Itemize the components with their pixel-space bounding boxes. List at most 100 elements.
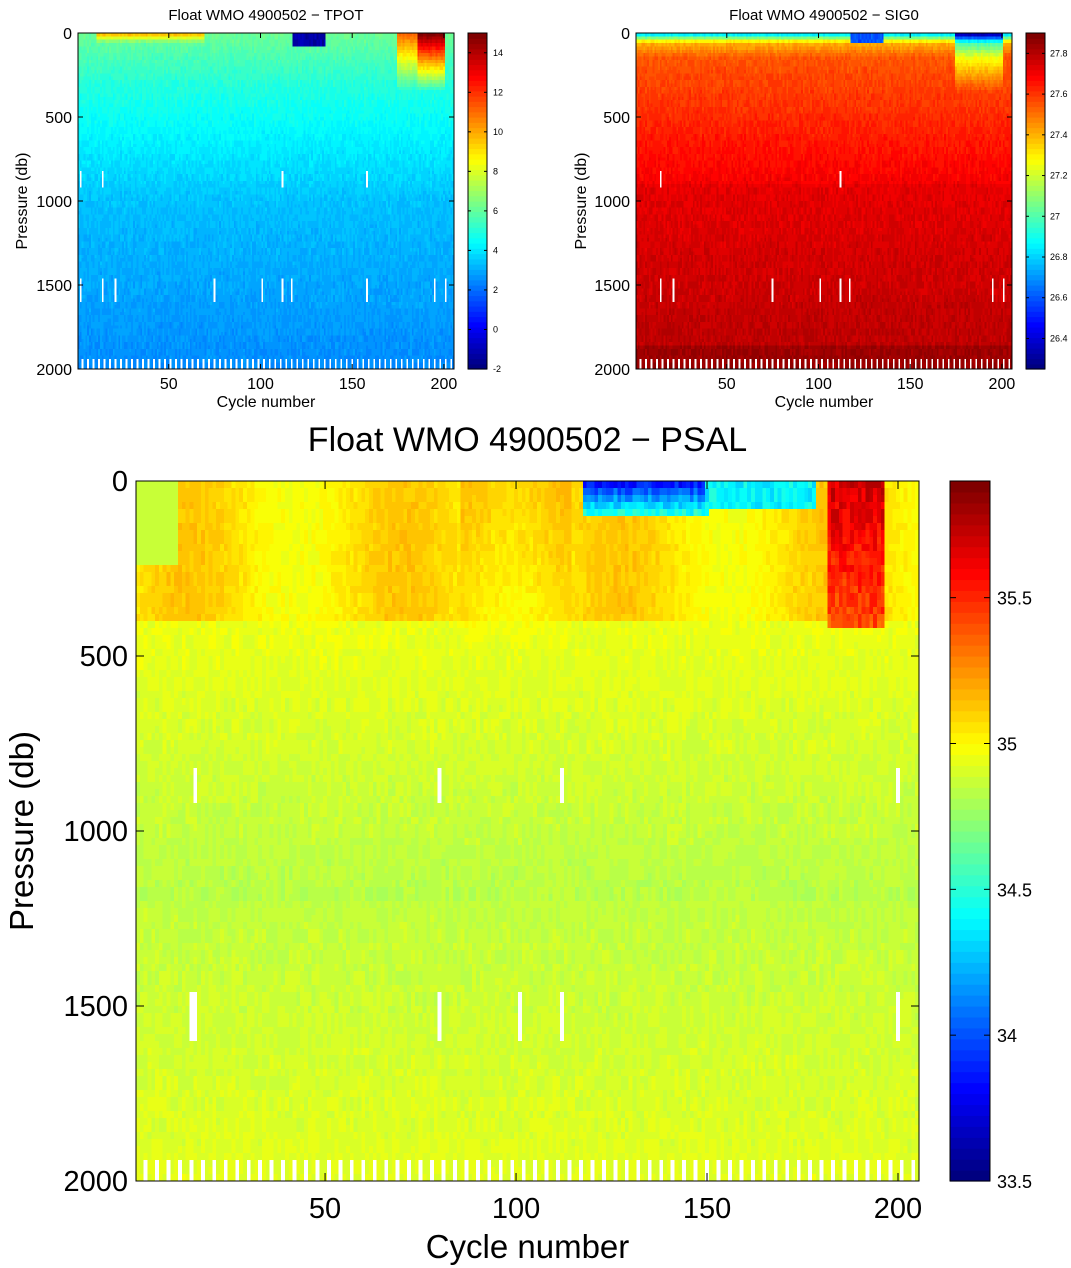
- colorbar-band: [1026, 300, 1045, 307]
- y-tick-label: 2000: [36, 362, 72, 379]
- colorbar-band: [1026, 64, 1045, 71]
- colorbar-tick-label: 27.2: [1050, 171, 1068, 181]
- colorbar-band: [950, 787, 990, 799]
- colorbar-tick-label: 26.6: [1050, 293, 1068, 303]
- colorbar-band: [1026, 306, 1045, 312]
- colorbar-band: [950, 557, 990, 570]
- colorbar-band: [468, 64, 487, 71]
- colorbar-band: [468, 190, 487, 197]
- colorbar-band: [950, 1115, 990, 1127]
- colorbar-band: [1026, 248, 1045, 255]
- colorbar-band: [950, 502, 990, 515]
- colorbar-band: [468, 59, 487, 66]
- colorbar-band: [1026, 222, 1045, 228]
- colorbar-tick-label: 27: [1050, 211, 1060, 221]
- colorbar-band: [950, 1170, 990, 1182]
- colorbar-band: [1026, 353, 1045, 360]
- colorbar-band: [1026, 274, 1045, 281]
- colorbar-band: [468, 216, 487, 223]
- colorbar-band: [1026, 138, 1045, 144]
- colorbar-band: [950, 907, 990, 920]
- colorbar-band: [950, 546, 990, 559]
- x-tick-label: 200: [431, 376, 458, 393]
- colorbar-band: [1026, 279, 1045, 286]
- colorbar-band: [468, 222, 487, 228]
- colorbar-band: [468, 332, 487, 339]
- colorbar-band: [468, 90, 487, 97]
- x-axis-label: Cycle number: [217, 394, 316, 411]
- colorbar-band: [468, 180, 487, 186]
- colorbar-band: [950, 732, 990, 745]
- colorbar-band: [950, 1137, 990, 1149]
- x-tick-label: 150: [339, 376, 366, 393]
- colorbar-band: [1026, 253, 1045, 260]
- colorbar-band: [1026, 153, 1045, 160]
- colorbar-band: [950, 699, 990, 712]
- colorbar-band: [468, 248, 487, 255]
- y-axis-label: Pressure (db): [3, 731, 40, 931]
- colorbar-band: [468, 363, 487, 370]
- colorbar-frame: [949, 480, 991, 1182]
- colorbar-band: [950, 776, 990, 788]
- colorbar-band: [1026, 237, 1045, 244]
- colorbar-band: [1026, 363, 1045, 370]
- colorbar-band: [468, 300, 487, 307]
- colorbar-band: [468, 348, 487, 354]
- colorbar-band: [1026, 327, 1045, 333]
- x-tick-label: 100: [805, 376, 832, 393]
- colorbar-tick-label: 33.5: [997, 1172, 1032, 1192]
- colorbar-tick-label: 26.8: [1050, 252, 1068, 262]
- colorbar-band: [1026, 311, 1045, 318]
- colorbar-band: [468, 185, 487, 192]
- colorbar-band: [468, 321, 487, 328]
- colorbar-band: [950, 962, 990, 974]
- colorbar-band: [468, 38, 487, 45]
- colorbar-band: [1026, 358, 1045, 365]
- colorbar-band: [468, 101, 487, 108]
- colorbar-tick-label: 10: [493, 127, 503, 137]
- chart-psal: Float WMO 4900502 − PSAL Cycle number Pres…: [3, 421, 1032, 1265]
- y-tick-label: 500: [45, 110, 72, 127]
- colorbar-band: [1026, 75, 1045, 81]
- colorbar-band: [1026, 69, 1045, 76]
- colorbar-band: [468, 75, 487, 81]
- y-tick-label: 1000: [594, 194, 630, 211]
- colorbar-band: [468, 316, 487, 323]
- colorbar-band: [950, 951, 990, 963]
- colorbar-band: [1026, 290, 1045, 297]
- y-tick-label: 1500: [36, 278, 72, 295]
- colorbar-band: [1026, 295, 1045, 302]
- colorbar-band: [1026, 337, 1045, 344]
- colorbar-band: [950, 809, 990, 821]
- colorbar-band: [950, 1071, 990, 1084]
- colorbar-band: [1026, 132, 1045, 139]
- colorbar-tick-label: -2: [493, 364, 501, 374]
- colorbar-band: [1026, 190, 1045, 197]
- colorbar-band: [950, 656, 990, 668]
- y-tick-label: 1500: [594, 278, 630, 295]
- colorbar-band: [1026, 38, 1045, 45]
- colorbar-band: [950, 874, 990, 887]
- y-tick-label: 1000: [36, 194, 72, 211]
- colorbar-band: [950, 929, 990, 941]
- colorbar-band: [950, 798, 990, 810]
- colorbar-band: [950, 984, 990, 996]
- colorbar-tick-label: 0: [493, 324, 498, 334]
- colorbar-band: [950, 973, 990, 985]
- colorbar-tick-label: 4: [493, 245, 498, 255]
- colorbar-band: [1026, 80, 1045, 87]
- colorbar-band: [1026, 206, 1045, 213]
- chart-title: Float WMO 4900502 − TPOT: [168, 7, 363, 24]
- colorbar-band: [468, 264, 487, 270]
- colorbar-band: [1026, 332, 1045, 339]
- y-axis-label: Pressure (db): [573, 153, 590, 250]
- colorbar-band: [1026, 227, 1045, 234]
- y-tick-label: 500: [80, 641, 128, 673]
- colorbar-band: [1026, 48, 1045, 55]
- colorbar-band: [468, 327, 487, 333]
- colorbar-band: [468, 138, 487, 144]
- colorbar-band: [1026, 164, 1045, 171]
- colorbar-band: [950, 1093, 990, 1106]
- colorbar-tick-label: 14: [493, 48, 503, 58]
- colorbar-band: [1026, 117, 1045, 123]
